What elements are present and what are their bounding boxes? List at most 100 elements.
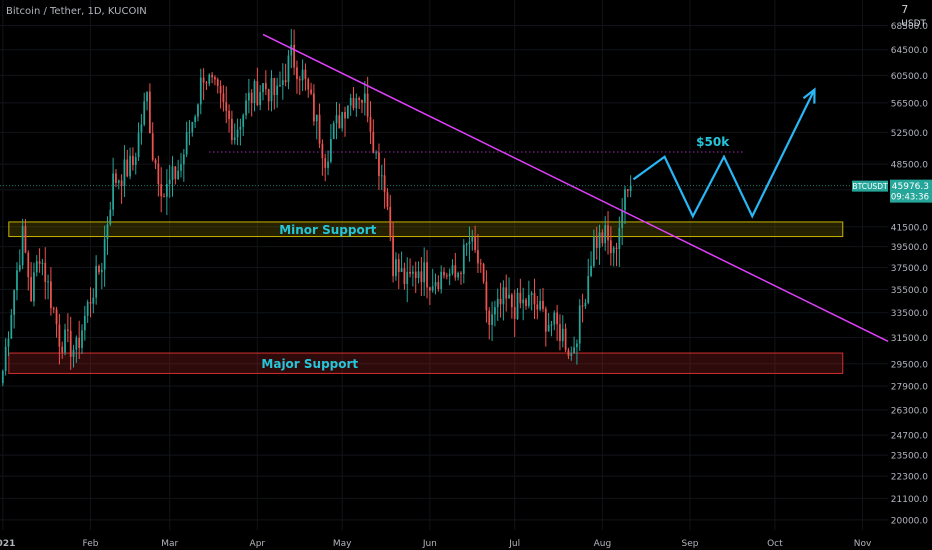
candle-body bbox=[58, 324, 61, 347]
candle-body bbox=[417, 271, 420, 279]
x-tick-label: Apr bbox=[250, 539, 266, 549]
candle-body bbox=[352, 97, 355, 109]
candle-body bbox=[578, 305, 581, 344]
candle-body bbox=[539, 300, 542, 310]
candle-body bbox=[380, 175, 383, 177]
candle-body bbox=[242, 115, 245, 127]
y-tick-label: 56500.0 bbox=[891, 99, 928, 109]
candle-body bbox=[219, 86, 222, 94]
candle-body bbox=[126, 159, 129, 177]
candle-body bbox=[112, 173, 114, 210]
candle-body bbox=[612, 247, 615, 253]
y-tick-label: 39500.0 bbox=[891, 243, 928, 253]
candle-body bbox=[279, 85, 281, 87]
y-tick-label: 60500.0 bbox=[891, 72, 928, 82]
candle-body bbox=[225, 102, 228, 111]
candle-body bbox=[386, 192, 389, 207]
candle-body bbox=[256, 81, 259, 106]
candle-body bbox=[561, 328, 564, 341]
candle-body bbox=[375, 152, 378, 154]
candle-body bbox=[349, 97, 352, 106]
major-support-zone bbox=[8, 352, 844, 374]
candle-body bbox=[533, 293, 536, 305]
candle-body bbox=[157, 163, 160, 185]
candle-body bbox=[468, 241, 471, 245]
candle-body bbox=[409, 271, 411, 274]
candle-body bbox=[573, 347, 575, 354]
candle-body bbox=[146, 91, 148, 102]
candle-body bbox=[47, 281, 49, 283]
candle-body bbox=[202, 77, 205, 83]
candle-body bbox=[570, 353, 573, 356]
candle-body bbox=[69, 330, 72, 357]
candle-body bbox=[50, 281, 52, 309]
candle-body bbox=[547, 324, 550, 332]
candle-body bbox=[474, 237, 476, 251]
candle-body bbox=[296, 67, 298, 80]
candle-body bbox=[406, 271, 409, 284]
candle-body bbox=[208, 74, 211, 84]
candle-body bbox=[143, 101, 146, 125]
candle-body bbox=[358, 98, 361, 101]
candle-body bbox=[525, 299, 527, 306]
candle-body bbox=[550, 324, 553, 326]
candle-body bbox=[440, 271, 443, 290]
candle-body bbox=[516, 292, 519, 319]
candle-body bbox=[383, 175, 386, 193]
candle-body bbox=[423, 262, 426, 283]
candle-body bbox=[315, 114, 318, 122]
candle-body bbox=[434, 282, 437, 287]
candle-body bbox=[618, 227, 621, 250]
candle-body bbox=[129, 155, 131, 177]
candle-body bbox=[171, 166, 174, 180]
candle-body bbox=[389, 206, 392, 236]
chart-title: Bitcoin / Tether, 1D, KUCOIN bbox=[6, 6, 147, 17]
candle-body bbox=[16, 270, 18, 291]
projection-arrowhead bbox=[802, 87, 816, 104]
candle-body bbox=[199, 77, 202, 105]
candle-body bbox=[100, 269, 103, 273]
candle-body bbox=[392, 235, 394, 277]
y-tick-label: 27900.0 bbox=[891, 383, 928, 393]
candle-body bbox=[197, 104, 199, 117]
candle-body bbox=[55, 309, 58, 325]
candle-body bbox=[581, 305, 584, 307]
y-tick-label: 23500.0 bbox=[891, 452, 928, 462]
candle-body bbox=[13, 290, 16, 315]
candle-body bbox=[61, 346, 64, 353]
target-label: $50k bbox=[696, 135, 730, 149]
currency-indicator[interactable]: 7 USDT bbox=[901, 3, 926, 29]
major-support-label: Major Support bbox=[261, 357, 358, 371]
candle-body bbox=[313, 93, 315, 122]
candle-body bbox=[154, 159, 157, 164]
candle-body bbox=[485, 281, 488, 311]
candle-body bbox=[310, 89, 312, 94]
candle-body bbox=[177, 170, 180, 179]
candle-body bbox=[454, 265, 457, 278]
candle-body bbox=[536, 304, 539, 310]
candle-body bbox=[513, 306, 516, 319]
candle-body bbox=[414, 271, 417, 279]
candle-body bbox=[607, 225, 609, 241]
minor-support-zone bbox=[8, 221, 844, 238]
x-tick-label: Aug bbox=[594, 539, 612, 549]
candle-body bbox=[604, 225, 607, 244]
x-tick-label: Jun bbox=[422, 539, 437, 549]
currency-top: 7 bbox=[901, 3, 909, 16]
candle-body bbox=[290, 44, 293, 56]
candle-body bbox=[496, 298, 499, 308]
candle-body bbox=[182, 154, 185, 165]
descending-trendline bbox=[262, 33, 889, 342]
symbol-tag-text: BTCUSDT bbox=[852, 182, 888, 191]
candle-body bbox=[332, 123, 335, 140]
candle-body bbox=[318, 114, 321, 144]
candle-body bbox=[86, 301, 89, 316]
candle-body bbox=[41, 262, 44, 264]
candle-body bbox=[601, 232, 604, 244]
candle-body bbox=[615, 247, 618, 250]
x-tick-label: Jul bbox=[508, 539, 520, 549]
candle-body bbox=[499, 298, 502, 305]
candle-body bbox=[587, 275, 590, 303]
candle-body bbox=[284, 80, 287, 83]
